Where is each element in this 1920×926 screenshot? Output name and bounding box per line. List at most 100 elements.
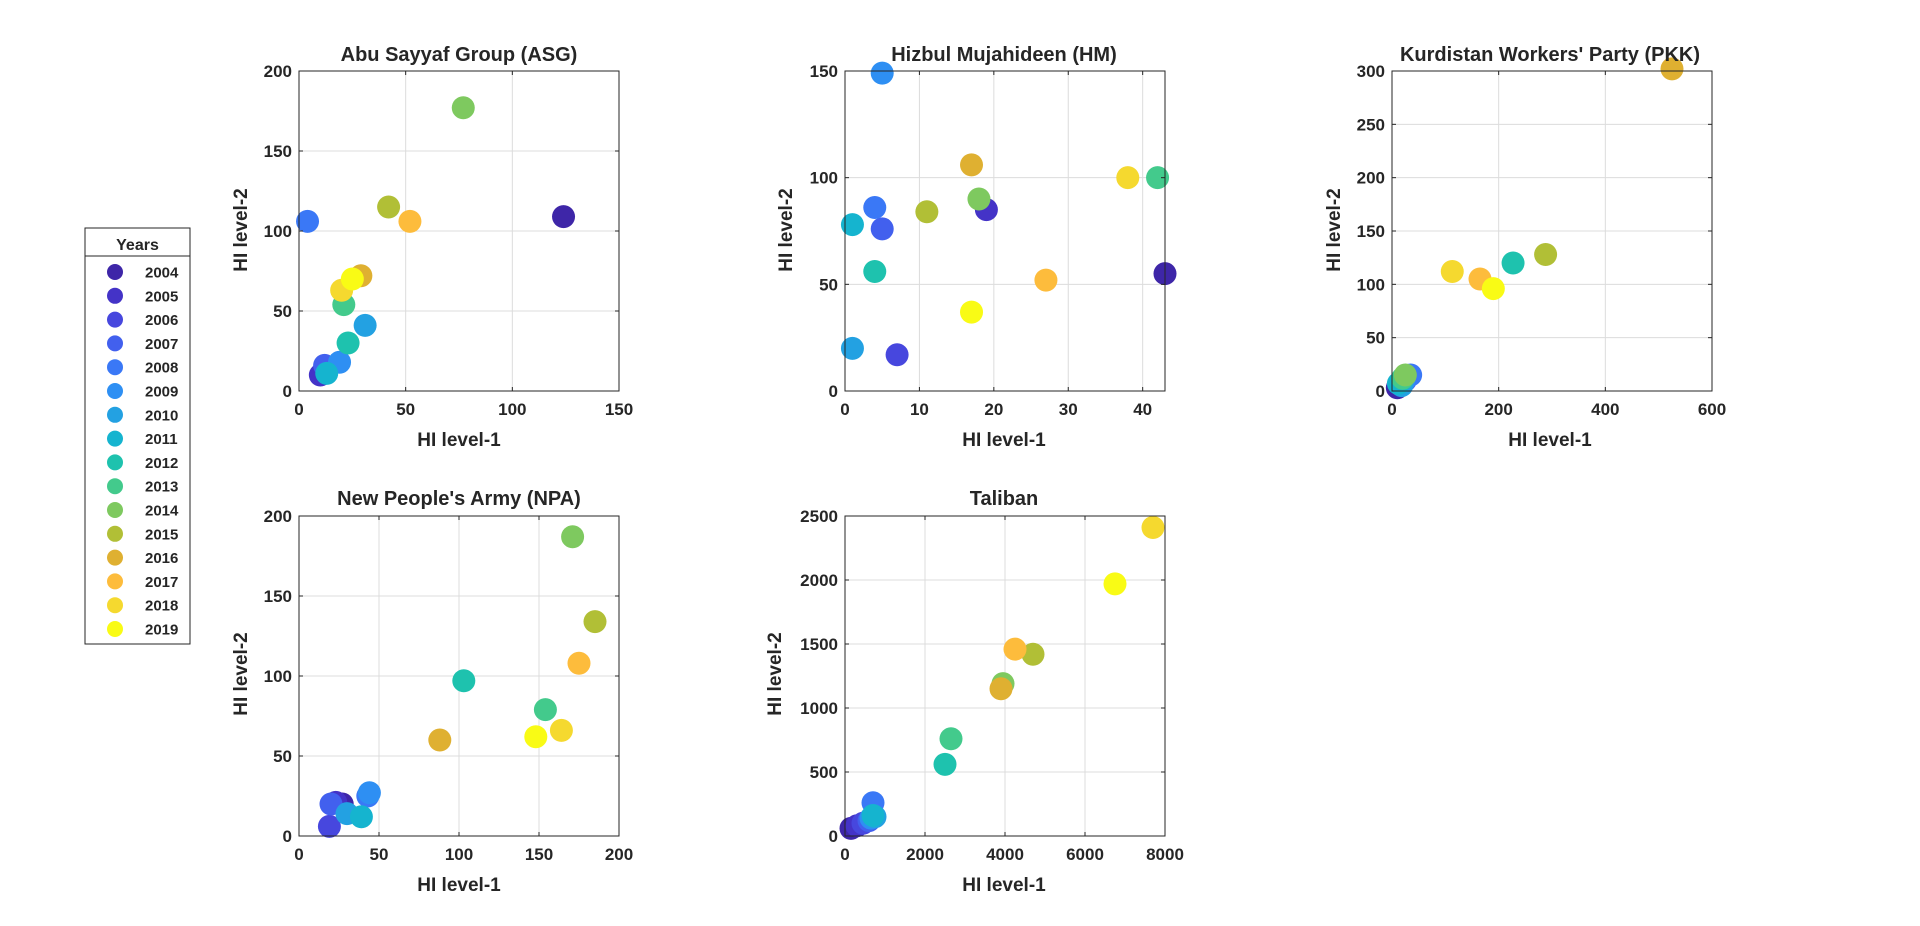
- x-tick-label: 0: [1387, 400, 1396, 419]
- x-tick-label: 150: [605, 400, 633, 419]
- point-2015: [1534, 242, 1558, 266]
- legend-label-2012: 2012: [145, 455, 178, 472]
- point-2017: [567, 651, 591, 675]
- y-tick-label: 500: [810, 763, 838, 782]
- legend-marker-2007: [107, 335, 123, 352]
- panel-abu-sayyaf-group: 0 50 100 150 0 50 100 150 200 Abu Sayyaf Group (…: [231, 44, 633, 451]
- x-axis-label: HI level-1: [417, 875, 501, 896]
- axes: 0 50 100 150 200 0 50 100 150 200: [264, 507, 634, 864]
- point-2012: [336, 331, 360, 355]
- legend-marker-2010: [107, 406, 123, 423]
- point-2018: [1116, 166, 1140, 190]
- point-2011: [840, 213, 864, 237]
- point-2016: [428, 728, 452, 752]
- point-2012: [863, 260, 887, 284]
- point-2011: [349, 805, 373, 829]
- legend-marker-2017: [107, 573, 123, 590]
- scatter-points: [317, 525, 607, 838]
- point-2019: [1481, 277, 1505, 301]
- x-tick-label: 30: [1059, 400, 1078, 419]
- x-tick-label: 200: [1484, 400, 1512, 419]
- x-axis-label: HI level-1: [962, 430, 1046, 451]
- legend-label-2018: 2018: [145, 598, 178, 615]
- y-tick-label: 1500: [800, 635, 838, 654]
- legend-marker-2013: [107, 478, 123, 495]
- axes-frame: [844, 70, 1166, 392]
- point-2012: [1501, 251, 1525, 275]
- point-2017: [398, 209, 422, 233]
- legend-label-2008: 2008: [145, 360, 178, 377]
- panel-title: New People's Army (NPA): [337, 488, 581, 510]
- y-tick-label: 100: [1357, 275, 1385, 294]
- legend-title: Years: [116, 237, 159, 254]
- y-tick-label: 0: [283, 382, 292, 401]
- point-2014: [1393, 363, 1417, 387]
- point-2015: [583, 610, 607, 634]
- point-2010: [353, 313, 377, 337]
- axes: 0 10 20 30 40 0 50 100 150: [810, 61, 1177, 419]
- legend-marker-2018: [107, 597, 123, 614]
- x-tick-label: 0: [840, 400, 849, 419]
- point-2016: [960, 153, 984, 177]
- point-2011: [315, 361, 339, 385]
- x-tick-label: 4000: [986, 845, 1024, 864]
- point-2017: [1003, 637, 1027, 661]
- point-2018: [1141, 516, 1165, 540]
- panel-title: Kurdistan Workers' Party (PKK): [1400, 44, 1700, 66]
- point-2006: [885, 343, 909, 367]
- scatter-points: [839, 516, 1165, 840]
- x-tick-label: 50: [370, 845, 389, 864]
- legend-marker-2016: [107, 549, 123, 566]
- legend-box: [84, 227, 191, 645]
- point-2014: [451, 96, 475, 120]
- point-2014: [561, 525, 585, 549]
- y-tick-label: 0: [829, 382, 838, 401]
- point-2017: [1034, 268, 1058, 292]
- point-2019: [1103, 572, 1127, 596]
- y-tick-label: 2500: [800, 507, 838, 526]
- x-axis-label: HI level-1: [417, 430, 501, 451]
- point-2015: [377, 195, 401, 219]
- point-2015: [915, 200, 939, 224]
- legend-marker-2008: [107, 359, 123, 376]
- legend-marker-2019: [107, 621, 123, 637]
- x-tick-label: 50: [396, 400, 415, 419]
- y-axis-label: HI level-2: [1324, 188, 1345, 271]
- y-tick-label: 150: [264, 142, 292, 161]
- legend-label-2004: 2004: [145, 265, 179, 282]
- y-tick-label: 100: [264, 222, 292, 241]
- y-tick-label: 0: [283, 827, 292, 846]
- point-2007: [870, 217, 894, 241]
- y-tick-label: 200: [264, 507, 292, 526]
- y-tick-label: 200: [264, 62, 292, 81]
- y-tick-label: 2000: [800, 571, 838, 590]
- legend-label-2010: 2010: [145, 407, 178, 424]
- panel-hizbul-mujahideen: 0 10 20 30 40 0 50 100 150 Hizbul Mujahideen (HM…: [776, 44, 1177, 451]
- point-2019: [524, 725, 548, 749]
- scatter-points: [296, 96, 576, 387]
- point-2012: [933, 752, 957, 776]
- y-tick-label: 100: [264, 667, 292, 686]
- x-tick-label: 2000: [906, 845, 944, 864]
- legend-label-2011: 2011: [145, 431, 178, 448]
- x-tick-label: 400: [1591, 400, 1619, 419]
- x-tick-label: 200: [605, 845, 633, 864]
- x-tick-label: 100: [445, 845, 473, 864]
- x-tick-label: 0: [294, 400, 303, 419]
- y-tick-label: 0: [1376, 382, 1385, 401]
- legend-label-2016: 2016: [145, 550, 178, 567]
- x-tick-label: 8000: [1146, 845, 1184, 864]
- y-tick-label: 150: [1357, 222, 1385, 241]
- panel-title: Hizbul Mujahideen (HM): [891, 44, 1117, 66]
- legend-label-2013: 2013: [145, 479, 178, 496]
- y-tick-label: 50: [273, 747, 292, 766]
- legend-marker-2004: [107, 264, 123, 280]
- legend-label-2019: 2019: [145, 622, 178, 639]
- y-axis-label: HI level-2: [231, 632, 252, 715]
- point-2014: [967, 187, 991, 211]
- legend-entries: 2004 2005 2006 2007 2008 2009 2010 2011 2012 2013…: [107, 264, 179, 639]
- legend-label-2017: 2017: [145, 574, 178, 591]
- y-tick-label: 1000: [800, 699, 838, 718]
- point-2016: [989, 677, 1013, 701]
